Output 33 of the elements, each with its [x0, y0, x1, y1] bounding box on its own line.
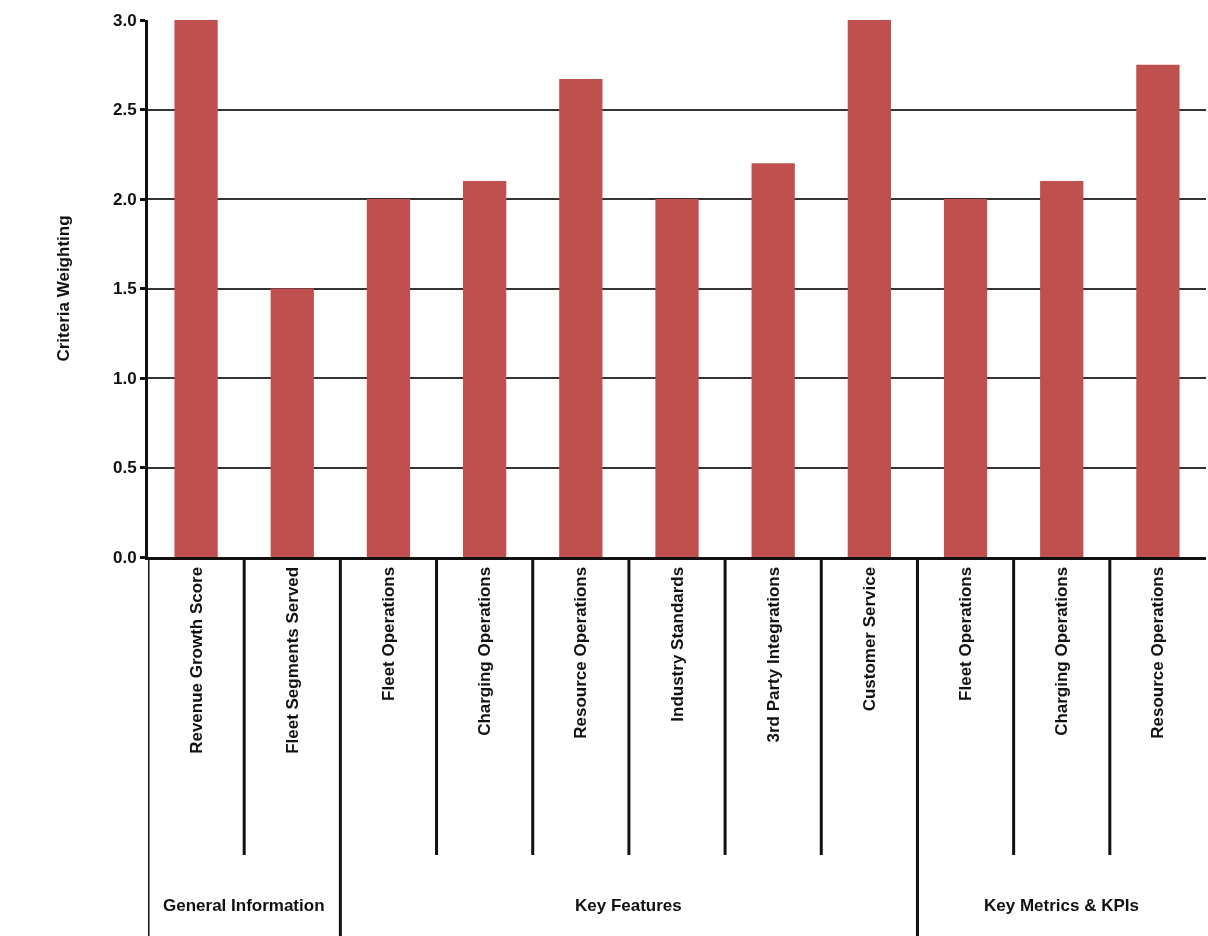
y-tick-label: 3.0 [112, 10, 137, 30]
x-tick-label: Charging Operations [475, 566, 495, 736]
x-tick-label: 3rd Party Integrations [763, 566, 783, 743]
text: General Information [163, 896, 325, 915]
bar [270, 288, 314, 557]
text: Key Metrics & KPIs [984, 896, 1139, 915]
x-tick-label: Fleet Operations [956, 566, 976, 701]
y-tick-label: 2.0 [112, 189, 137, 209]
bar [174, 20, 218, 557]
bar [366, 199, 411, 557]
x-tick-label: Resource Operations [1148, 566, 1168, 739]
x-tick-label: Charging Operations [1052, 566, 1072, 736]
bar [559, 79, 603, 557]
bar [1136, 64, 1180, 557]
text: Key Features [575, 896, 682, 915]
bar [943, 199, 988, 557]
x-tick-label: Resource Operations [571, 566, 591, 739]
y-tick-label: 1.0 [112, 368, 137, 388]
bar [463, 181, 507, 557]
x-tick-label: Fleet Operations [378, 566, 398, 701]
y-tick-label: 0.5 [112, 458, 137, 478]
y-tick-label: 2.5 [112, 100, 137, 120]
x-tick-label: Industry Standards [667, 566, 687, 722]
y-tick-label: 1.5 [112, 279, 137, 299]
x-tick-label: Fleet Segments Served [282, 566, 302, 754]
bar [751, 163, 795, 557]
bar [847, 20, 891, 557]
y-tick-label: 0.0 [112, 547, 137, 567]
bar [1040, 181, 1084, 557]
x-tick-label: Customer Service [859, 566, 879, 712]
bar [655, 199, 699, 557]
x-tick-label: Revenue Growth Score [186, 566, 206, 754]
y-axis-title: Criteria Weighting [53, 215, 73, 362]
